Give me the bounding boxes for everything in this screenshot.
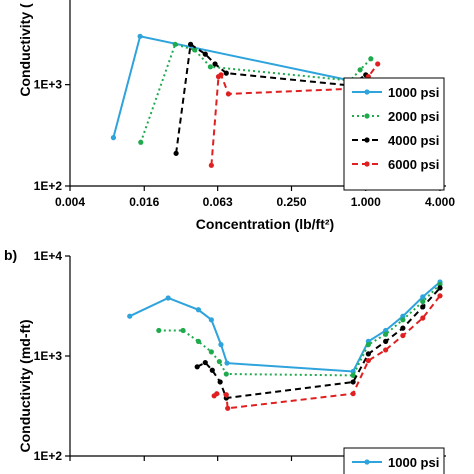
data-point — [375, 61, 381, 67]
data-point — [218, 72, 224, 78]
data-point — [400, 317, 406, 323]
data-point — [195, 338, 202, 344]
legend-label-1: 1000 psi — [388, 85, 439, 100]
data-point — [223, 392, 229, 398]
legend-label-2: 2000 psi — [388, 109, 439, 124]
data-point — [400, 325, 406, 331]
data-point — [224, 360, 230, 366]
y-tick-label: 1E+3 — [34, 78, 63, 92]
data-point — [223, 371, 229, 377]
data-point — [209, 367, 215, 373]
legend-marker — [364, 89, 370, 95]
x-tick-label: 0.004 — [55, 195, 85, 209]
series-line-2 — [139, 43, 372, 143]
data-point — [156, 327, 162, 334]
data-point — [420, 304, 426, 310]
x-tick-label: 0.250 — [276, 195, 306, 209]
data-point — [437, 293, 443, 299]
data-point — [208, 317, 214, 323]
legend-label-1: 1000 psi — [388, 455, 439, 470]
plot-area-2 — [127, 279, 443, 411]
data-point — [172, 41, 178, 47]
data-point — [208, 162, 214, 168]
data-point — [225, 91, 232, 97]
legend-marker — [364, 459, 370, 465]
legend-label-4: 6000 psi — [388, 157, 439, 172]
legend-marker — [364, 161, 370, 167]
data-point — [218, 342, 224, 348]
data-point — [383, 338, 389, 344]
data-point — [437, 285, 443, 291]
series-line-3 — [175, 42, 367, 154]
data-point — [420, 294, 426, 300]
data-point — [420, 315, 426, 321]
data-point — [357, 67, 363, 73]
data-point — [195, 307, 202, 313]
x-axis-label: Concentration (lb/ft²) — [196, 216, 334, 232]
legend-marker — [364, 113, 370, 119]
data-point — [400, 313, 406, 319]
series-line-1 — [129, 281, 441, 373]
data-point — [223, 70, 229, 76]
plot-area-1 — [110, 33, 381, 168]
data-point — [225, 405, 231, 411]
x-tick-label: 0.016 — [129, 195, 159, 209]
data-point — [165, 295, 171, 301]
legend-marker — [364, 137, 370, 143]
data-point — [400, 332, 406, 339]
data-point — [383, 347, 389, 353]
data-point — [365, 351, 371, 357]
x-tick-label: 1.000 — [351, 195, 381, 209]
data-point — [365, 357, 371, 364]
x-tick-label: 4.000 — [425, 195, 455, 209]
legend-box — [343, 77, 445, 191]
data-point — [350, 372, 356, 378]
data-point — [192, 47, 198, 53]
y-tick-label: 1E+4 — [34, 249, 63, 263]
data-point — [110, 135, 117, 141]
data-point — [202, 51, 208, 57]
y-tick-label: 1E+2 — [34, 449, 63, 463]
y-axis-label: Conductivity (md-ft) — [17, 320, 33, 453]
data-point — [180, 327, 186, 334]
legend: 1000 psi 2000 psi 4000 psi 6000 psi — [343, 77, 445, 191]
series-line-4 — [213, 295, 441, 410]
legend-label-3: 4000 psi — [388, 133, 439, 148]
data-point — [365, 342, 371, 348]
data-point — [368, 56, 374, 62]
data-point — [212, 61, 218, 67]
data-point — [173, 150, 179, 156]
data-point — [383, 331, 389, 337]
data-point — [194, 364, 200, 370]
data-point — [202, 359, 208, 366]
y-axis-label: Conductivity ( — [17, 3, 33, 97]
y-tick-label: 1E+2 — [34, 179, 63, 193]
x-tick-label: 0.063 — [203, 195, 233, 209]
data-point — [137, 33, 143, 39]
data-point — [187, 41, 194, 47]
data-point — [217, 379, 223, 385]
series-line-1 — [112, 35, 351, 138]
data-point — [127, 313, 133, 319]
data-point — [350, 391, 356, 397]
data-point — [216, 358, 222, 365]
data-point — [208, 349, 214, 355]
data-point — [214, 391, 220, 397]
y-tick-label: 1E+3 — [34, 349, 63, 363]
data-point — [420, 298, 426, 305]
series-line-3 — [196, 287, 441, 400]
data-point — [207, 64, 213, 70]
data-point — [350, 379, 356, 385]
legend: 1000 psi — [343, 447, 445, 474]
panel-label: b) — [4, 247, 17, 263]
data-point — [138, 139, 144, 145]
series-line-2 — [158, 283, 441, 377]
data-point — [383, 327, 389, 334]
